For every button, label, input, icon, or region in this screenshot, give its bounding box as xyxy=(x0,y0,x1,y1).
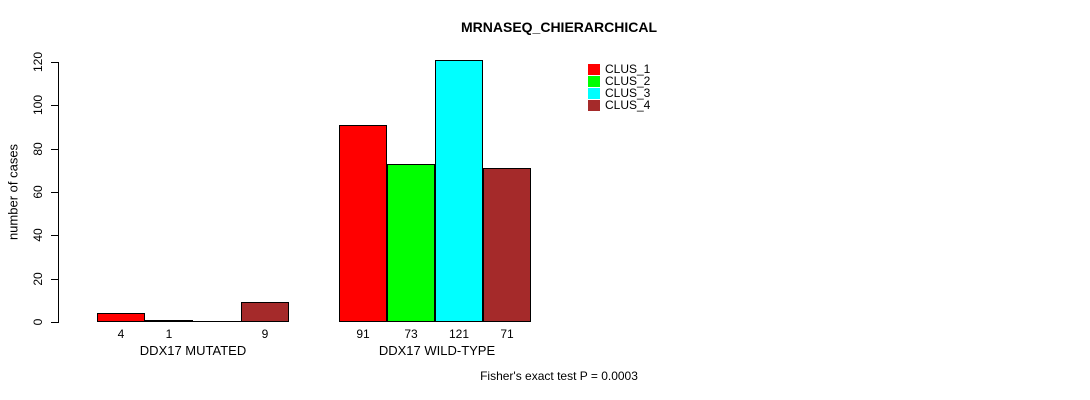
group-label-mutated: DDX17 MUTATED xyxy=(139,343,247,358)
y-tick-label: 100 xyxy=(31,94,45,116)
y-tick-mark xyxy=(51,149,58,150)
legend-swatch-clus_2 xyxy=(588,75,600,87)
legend: CLUS_1 CLUS_2 CLUS_3 CLUS_4 xyxy=(588,63,650,111)
legend-label: CLUS_4 xyxy=(605,98,651,112)
y-tick-mark xyxy=(51,322,58,323)
y-tick-label: 0 xyxy=(31,318,45,326)
bar-clus_2 xyxy=(145,320,193,322)
bar-clus_3 xyxy=(435,60,483,322)
y-axis-line xyxy=(58,62,59,323)
legend-label: CLUS_2 xyxy=(605,74,651,88)
bar-value-label: 71 xyxy=(500,327,514,341)
legend-swatch-clus_3 xyxy=(588,87,600,99)
group-label-wild-type: DDX17 WILD-TYPE xyxy=(378,343,496,358)
legend-item-clus_2: CLUS_2 xyxy=(588,75,650,87)
y-tick-label: 60 xyxy=(31,185,45,199)
legend-swatch-clus_1 xyxy=(588,63,600,75)
fisher-test-annotation: Fisher's exact test P = 0.0003 xyxy=(480,369,638,383)
bar-value-label: 91 xyxy=(356,327,370,341)
legend-swatch-clus_4 xyxy=(588,99,600,111)
legend-label: CLUS_1 xyxy=(605,62,651,76)
y-tick-mark xyxy=(51,192,58,193)
y-tick-label: 40 xyxy=(31,228,45,242)
y-axis-title: number of cases xyxy=(5,143,21,241)
bar-value-label: 1 xyxy=(165,327,173,341)
y-tick-mark xyxy=(51,62,58,63)
legend-item-clus_4: CLUS_4 xyxy=(588,99,650,111)
legend-item-clus_1: CLUS_1 xyxy=(588,63,650,75)
bar-clus_4 xyxy=(241,302,289,322)
bar-value-label: 121 xyxy=(448,327,470,341)
bar-value-label: 73 xyxy=(404,327,418,341)
legend-item-clus_3: CLUS_3 xyxy=(588,87,650,99)
y-tick-mark xyxy=(51,235,58,236)
y-tick-mark xyxy=(51,279,58,280)
bar-clus_4 xyxy=(483,168,531,322)
bar-value-label: 9 xyxy=(261,327,269,341)
y-tick-label: 120 xyxy=(31,51,45,73)
bar-value-label: 4 xyxy=(117,327,125,341)
y-tick-label: 20 xyxy=(31,272,45,286)
bar-clus_1 xyxy=(97,313,145,322)
legend-label: CLUS_3 xyxy=(605,86,651,100)
chart-title: MRNASEQ_CHIERARCHICAL xyxy=(460,19,658,35)
y-tick-label: 80 xyxy=(31,142,45,156)
y-tick-mark xyxy=(51,105,58,106)
bar-clus_2 xyxy=(387,164,435,322)
bar-clus_1 xyxy=(339,125,387,322)
bar-zero-clus_3 xyxy=(193,321,241,322)
